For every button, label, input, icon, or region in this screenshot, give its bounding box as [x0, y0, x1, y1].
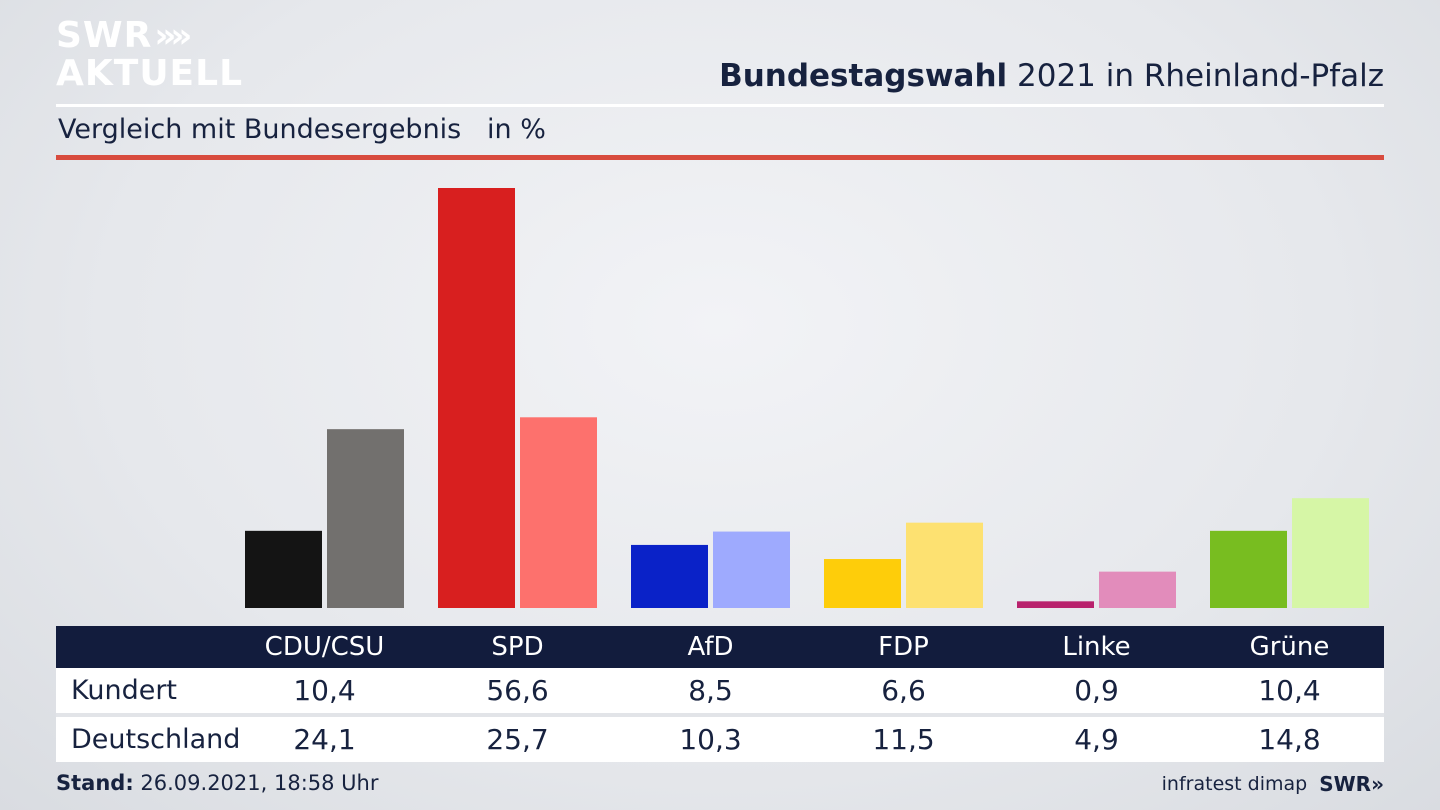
bar-kundert-afd [631, 544, 708, 608]
chart-subtitle: Vergleich mit Bundesergebnis in % [58, 114, 546, 145]
bar-deutschland-spd [520, 417, 597, 608]
table-header-row: CDU/CSU SPD AfD FDP Linke Grüne [56, 626, 1384, 668]
stand-label: Stand: [56, 771, 134, 795]
category-label: AfD [687, 632, 734, 662]
value-cell: 10,4 [293, 674, 356, 707]
category-label: Linke [1062, 632, 1131, 662]
timestamp: Stand: 26.09.2021, 18:58 Uhr [56, 771, 379, 795]
category-label: SPD [491, 632, 544, 662]
value-cell: 8,5 [688, 674, 733, 707]
value-cell: 14,8 [1258, 723, 1321, 756]
value-cell: 10,4 [1258, 674, 1321, 707]
chart-title-rest: 2021 in Rheinland-Pfalz [1007, 58, 1384, 94]
table-row-deutschland: Deutschland 24,1 25,7 10,3 11,5 4,9 14,8 [56, 717, 1384, 762]
logo-line1: SWR [56, 15, 153, 56]
bar-kundert-linke [1017, 601, 1094, 608]
value-cell: 6,6 [881, 674, 926, 707]
bar-deutschland-linke [1099, 571, 1176, 608]
stand-value: 26.09.2021, 18:58 Uhr [133, 771, 379, 795]
bar-deutschland-fdp [906, 522, 983, 608]
bar-kundert-cdu-csu [245, 530, 322, 608]
title-divider [56, 104, 1384, 107]
bar-kundert-grüne [1210, 530, 1287, 608]
table-row-kundert: Kundert 10,4 56,6 8,5 6,6 0,9 10,4 [56, 668, 1384, 713]
row-label-kundert: Kundert [71, 675, 178, 706]
source-credit: infratest dimap SWR» [1162, 772, 1384, 796]
value-cell: 56,6 [486, 674, 549, 707]
bar-kundert-spd [438, 188, 515, 608]
bar-deutschland-cdu-csu [327, 429, 404, 608]
value-cell: 0,9 [1074, 674, 1119, 707]
bar-deutschland-grüne [1292, 498, 1369, 608]
row-label-deutschland: Deutschland [71, 724, 241, 755]
table-row-separator [56, 713, 1384, 717]
source-text: infratest dimap [1161, 773, 1308, 795]
bar-deutschland-afd [713, 531, 790, 608]
value-cell: 11,5 [872, 723, 935, 756]
swr-footer-logo: SWR» [1319, 772, 1384, 796]
swr-aktuell-logo: SWR»» AKTUELL [56, 18, 243, 92]
bar-kundert-fdp [824, 559, 901, 608]
chart-title: Bundestagswahl 2021 in Rheinland-Pfalz [719, 58, 1384, 94]
logo-line2: AKTUELL [56, 53, 244, 94]
category-label: Grüne [1249, 632, 1330, 662]
chart-title-bold: Bundestagswahl [719, 58, 1008, 94]
value-cell: 10,3 [679, 723, 742, 756]
value-cell: 25,7 [486, 723, 549, 756]
category-label: CDU/CSU [264, 632, 385, 662]
category-label: FDP [878, 632, 929, 662]
accent-divider [56, 155, 1384, 160]
value-cell: 4,9 [1074, 723, 1119, 756]
value-cell: 24,1 [293, 723, 356, 756]
